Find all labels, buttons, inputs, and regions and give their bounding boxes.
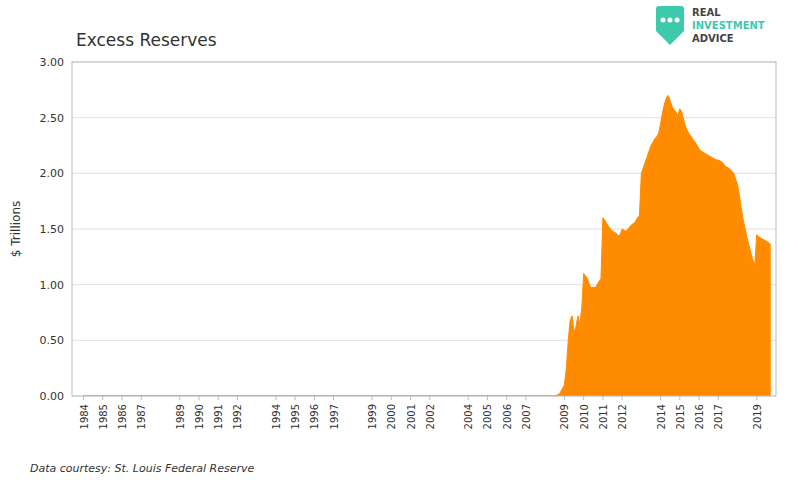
x-tick-label: 2007 bbox=[521, 404, 532, 429]
x-tick bbox=[756, 396, 757, 400]
title: Excess Reserves bbox=[76, 30, 217, 50]
x-tick-label: 2001 bbox=[406, 404, 417, 429]
x-tick-label: 2017 bbox=[713, 404, 724, 429]
x-tick bbox=[564, 396, 565, 400]
x-tick-label: 2014 bbox=[656, 404, 667, 429]
x-tick-label: 1985 bbox=[98, 404, 109, 429]
x-tick-label: 2004 bbox=[463, 404, 474, 429]
y-tick-label: 0.00 bbox=[40, 390, 65, 403]
x-tick bbox=[622, 396, 623, 400]
y-grid bbox=[72, 62, 776, 396]
x-tick-label: 2009 bbox=[559, 404, 570, 429]
logo-dot bbox=[675, 18, 680, 23]
x-tick-label: 2015 bbox=[675, 404, 686, 429]
area bbox=[84, 95, 771, 396]
x-tick-label: 2006 bbox=[502, 404, 513, 429]
y-axis-label: $ Trillions bbox=[9, 201, 23, 257]
x-tick bbox=[237, 396, 238, 400]
y-tick-label: 3.00 bbox=[40, 56, 65, 69]
x-tick-label: 1997 bbox=[329, 404, 340, 429]
x-tick-label: 1987 bbox=[136, 404, 147, 429]
y-tick-label: 1.50 bbox=[40, 223, 65, 236]
x-tick-label: 2010 bbox=[579, 404, 590, 429]
x-tick-label: 1999 bbox=[367, 404, 378, 429]
x-tick-label: 1984 bbox=[79, 404, 90, 429]
y-tick-label: 2.50 bbox=[40, 112, 65, 125]
logo-text: INVESTMENT bbox=[692, 20, 765, 31]
x-tick bbox=[198, 396, 199, 400]
x-tick-label: 1994 bbox=[271, 404, 282, 429]
x-tick bbox=[410, 396, 411, 400]
logo-shield bbox=[656, 6, 684, 45]
x-tick bbox=[102, 396, 103, 400]
x-tick-label: 2016 bbox=[694, 404, 705, 429]
x-tick-label: 1990 bbox=[194, 404, 205, 429]
x-tick-label: 2005 bbox=[482, 404, 493, 429]
x-tick-label: 2011 bbox=[598, 404, 609, 429]
x-tick-label: 1995 bbox=[290, 404, 301, 429]
x-tick bbox=[679, 396, 680, 400]
x-tick bbox=[583, 396, 584, 400]
logo-dot bbox=[668, 18, 673, 23]
x-tick-label: 1996 bbox=[309, 404, 320, 429]
logo: REAL INVESTMENT ADVICE bbox=[656, 6, 765, 45]
x-tick-label: 1986 bbox=[117, 404, 128, 429]
x-tick-label: 2012 bbox=[617, 404, 628, 429]
y-tick-label: 1.00 bbox=[40, 279, 65, 292]
x-tick-label: 2002 bbox=[425, 404, 436, 429]
x-tick-label: 2019 bbox=[752, 404, 763, 429]
x-tick bbox=[141, 396, 142, 400]
x-tick bbox=[506, 396, 507, 400]
x-tick-label: 1991 bbox=[213, 404, 224, 429]
x-tick bbox=[179, 396, 180, 400]
x-tick bbox=[525, 396, 526, 400]
x-tick bbox=[275, 396, 276, 400]
x-tick bbox=[660, 396, 661, 400]
x-tick-label: 1989 bbox=[175, 404, 186, 429]
x-tick bbox=[429, 396, 430, 400]
x-tick bbox=[602, 396, 603, 400]
x-tick-label: 1992 bbox=[232, 404, 243, 429]
x-tick bbox=[487, 396, 488, 400]
x-tick bbox=[468, 396, 469, 400]
logo-dot bbox=[661, 18, 666, 23]
x-tick bbox=[391, 396, 392, 400]
plot-frame bbox=[72, 62, 776, 396]
x-tick-label: 2000 bbox=[386, 404, 397, 429]
x-tick bbox=[295, 396, 296, 400]
y-tick-label: 0.50 bbox=[40, 334, 65, 347]
caption: Data courtesy: St. Louis Federal Reserve bbox=[30, 462, 255, 475]
x-tick bbox=[122, 396, 123, 400]
chart: 0.00 0.50 1.00 1.50 2.00 2.50 3.00 1984 1985 1986… bbox=[0, 0, 798, 480]
plot-area bbox=[84, 95, 771, 396]
x-tick bbox=[372, 396, 373, 400]
logo-text: REAL bbox=[692, 7, 721, 18]
y-tick-label: 2.00 bbox=[40, 167, 65, 180]
x-tick bbox=[718, 396, 719, 400]
logo-text: ADVICE bbox=[692, 33, 734, 44]
x-tick bbox=[314, 396, 315, 400]
x-tick bbox=[333, 396, 334, 400]
x-tick bbox=[699, 396, 700, 400]
x-tick bbox=[218, 396, 219, 400]
x-tick bbox=[83, 396, 84, 400]
